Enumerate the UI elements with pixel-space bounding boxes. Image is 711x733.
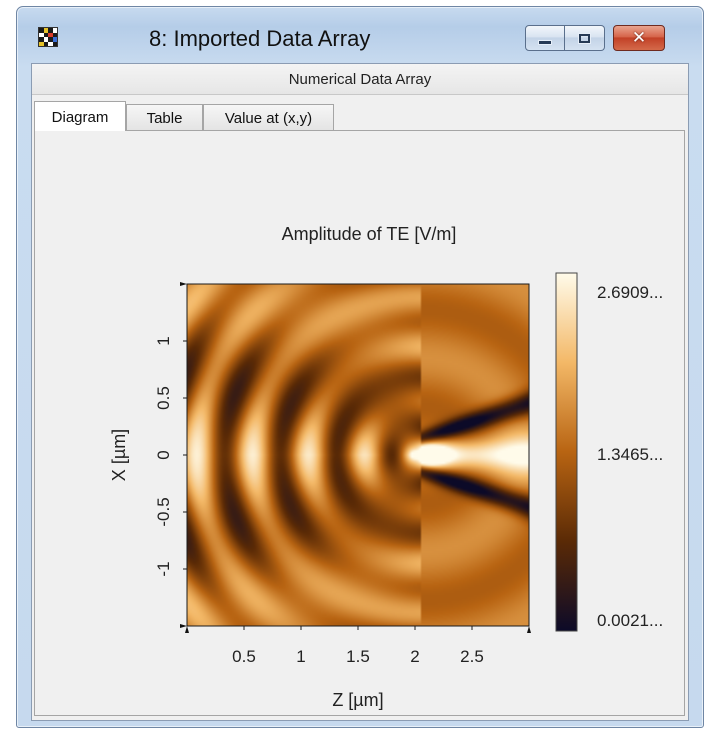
colorbar [555,272,578,632]
minimize-icon [538,39,552,45]
x-tick-label: 2 [410,647,419,666]
axis-corner-marker [527,626,531,633]
y-tick-label: 0.5 [154,386,173,410]
colorbar-max-label: 2.6909... [597,283,663,302]
maximize-button[interactable] [565,25,605,51]
data-type-header: Numerical Data Array [32,64,688,95]
colorbar-mid-label: 1.3465... [597,445,663,464]
x-tick-label: 1.5 [346,647,370,666]
title-bar[interactable]: 8: Imported Data Array ✕ [17,7,703,63]
tab-diagram[interactable]: Diagram [34,101,126,131]
x-axis: 0.5 1 1.5 2 2.5 [185,626,531,666]
chart-title: Amplitude of TE [V/m] [282,224,457,244]
colorbar-min-label: 0.0021... [597,611,663,630]
y-axis-label: X [µm] [109,429,129,481]
heatmap-plot-area [187,284,529,626]
tab-value-at-xy[interactable]: Value at (x,y) [203,104,334,130]
maximize-icon [578,32,591,44]
x-tick-label: 2.5 [460,647,484,666]
app-window: 8: Imported Data Array ✕ Numerical Data … [16,6,704,728]
y-tick-label: 0 [154,450,173,459]
y-tick-label: -0.5 [154,497,173,526]
axis-corner-marker [185,626,189,633]
tab-table[interactable]: Table [126,104,203,130]
x-tick-label: 1 [296,647,305,666]
window-title: 8: Imported Data Array [149,26,371,51]
x-axis-label: Z [µm] [332,690,383,710]
axis-corner-marker [180,624,187,628]
close-icon: ✕ [631,28,647,48]
client-area: Numerical Data Array Diagram Table Value… [31,63,689,721]
y-axis: -1 -0.5 0 0.5 1 [154,282,187,628]
y-tick-label: -1 [154,561,173,576]
app-grid-icon[interactable] [38,27,58,47]
diagram-panel: Amplitude of TE [V/m] 0.5 1 1.5 2 2.5 -1 -0.5… [34,130,685,716]
axis-corner-marker [180,282,187,286]
heatmap-chart: Amplitude of TE [V/m] 0.5 1 1.5 2 2.5 -1 -0.5… [109,224,663,710]
close-button[interactable]: ✕ [613,25,665,51]
minimize-button[interactable] [525,25,565,51]
y-tick-label: 1 [154,336,173,345]
x-tick-label: 0.5 [232,647,256,666]
heatmap-image [187,284,529,626]
